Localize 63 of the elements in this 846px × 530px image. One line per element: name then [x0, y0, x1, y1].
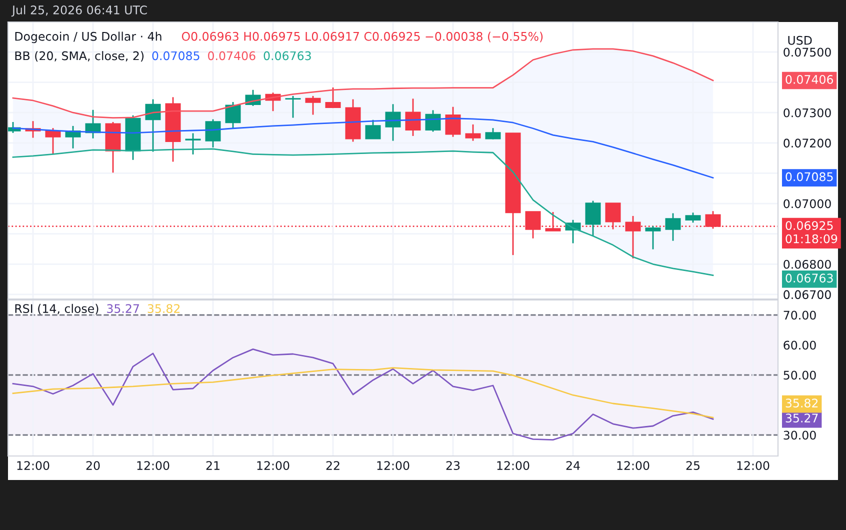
text: Jul 25, 2026 06:41 UTC	[11, 5, 147, 17]
candlestick	[585, 200, 601, 237]
y-tick-label: 30.00	[784, 430, 816, 440]
y-tick-label: 0.07300	[784, 108, 831, 118]
candlestick	[325, 86, 341, 109]
x-tick-label: 12:00	[257, 461, 290, 470]
ref-line-label: 0.06925	[786, 221, 833, 230]
candlestick	[425, 109, 441, 132]
y-tick-label: 0.07200	[784, 138, 831, 148]
annotation: 0.07406	[208, 51, 256, 60]
text: 01:18:09	[786, 234, 838, 244]
x-tick-label: 25	[686, 461, 700, 470]
x-tick-label: 12:00	[617, 461, 650, 470]
candlestick	[145, 98, 161, 152]
annotation: BB (20, SMA, close, 2)	[15, 51, 144, 62]
y-tick-label: 70.00	[784, 310, 816, 320]
annotation: 0.07085	[152, 51, 200, 60]
x-tick-label: 12:00	[737, 461, 770, 470]
x-tick-label: 20	[86, 461, 100, 470]
line-series	[12, 367, 714, 418]
x-tick-label: 22	[326, 461, 340, 470]
y-tick-label: 0.06700	[784, 290, 831, 300]
y-tick-label: 0.06800	[784, 260, 831, 269]
annotation: RSI (14, close)	[15, 304, 98, 314]
text: 35.27	[786, 414, 818, 423]
line-series	[12, 148, 714, 276]
x-tick-label: 12:00	[377, 461, 410, 470]
text: 0.07085	[786, 172, 833, 182]
candlestick	[225, 101, 241, 130]
candlestick	[445, 106, 461, 138]
x-tick-label: 24	[566, 461, 580, 470]
text: 0.07406	[786, 74, 834, 84]
x-tick-label: 23	[446, 461, 460, 470]
candlestick	[665, 212, 681, 242]
candlestick	[365, 119, 381, 140]
annotation: 0.06763	[264, 51, 311, 60]
x-tick-label: 21	[206, 461, 220, 470]
candlestick	[685, 212, 701, 224]
text: Dogecoin / US Dollar · 4h	[15, 32, 162, 44]
candlestick	[465, 124, 481, 142]
x-tick-label: 12:00	[497, 461, 530, 470]
candlestick	[185, 132, 201, 156]
text: USD	[788, 36, 812, 45]
y-tick-label: 0.07000	[784, 199, 831, 208]
candlestick	[205, 118, 221, 148]
annotation: 35.82	[148, 304, 180, 314]
x-tick-label: 12:00	[137, 461, 170, 470]
candlestick	[45, 127, 61, 155]
text: 0.06763	[786, 274, 833, 283]
candlestick	[645, 225, 661, 250]
y-tick-label: 50.00	[784, 370, 816, 380]
candlestick	[285, 95, 301, 118]
text: O0.06963 H0.06975 L0.06917 C0.06925 −0.00038 (−0.55%)	[182, 32, 543, 42]
candlestick	[385, 103, 401, 142]
annotation: 35.27	[107, 304, 139, 314]
candlestick	[405, 98, 421, 137]
candlestick	[485, 127, 501, 140]
text: 35.82	[786, 398, 818, 408]
y-tick-label: 60.00	[784, 340, 816, 350]
line-series	[12, 348, 714, 440]
y-tick-label: 0.07500	[784, 48, 831, 57]
candlestick	[305, 95, 321, 116]
x-tick-label: 12:00	[17, 461, 50, 470]
